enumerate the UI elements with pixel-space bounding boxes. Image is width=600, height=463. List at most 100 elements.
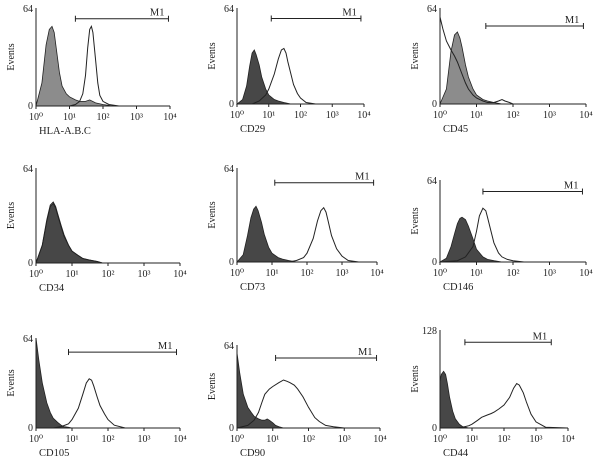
sample-histogram: [36, 25, 170, 107]
y-tick-label: 64: [224, 4, 234, 15]
histogram-panel: 0 64 Events 10⁰ 10¹ 10² 10³ 10⁴ CD146 M1: [410, 176, 593, 293]
gate-marker: M1: [464, 331, 552, 346]
x-tick-label: 10³: [130, 112, 143, 123]
x-tick-label: 10¹: [266, 434, 279, 445]
y-axis-label: Events: [207, 42, 218, 69]
x-tick-label: 10¹: [66, 434, 79, 445]
y-axis-label: Events: [207, 373, 218, 400]
x-tick-label: 10⁴: [173, 269, 187, 280]
x-tick-label: 10¹: [63, 112, 76, 123]
x-tick-label: 10⁴: [579, 110, 593, 121]
x-tick-label: 10⁴: [373, 434, 387, 445]
y-tick-label: 64: [23, 4, 33, 15]
gate-marker: M1: [485, 15, 584, 29]
y-tick-label: 0: [28, 101, 33, 112]
x-axis-label: CD73: [240, 282, 265, 293]
x-axis-label: CD29: [240, 124, 265, 135]
histogram-panel: 0 64 Events 10⁰ 10¹ 10² 10³ 10⁴ CD90 M1: [207, 341, 387, 459]
x-tick-label: 10³: [326, 110, 339, 121]
y-tick-label: 0: [432, 423, 437, 434]
y-axis-label: Events: [6, 202, 17, 229]
x-tick-label: 10²: [302, 434, 315, 445]
sample-histogram: [439, 207, 586, 263]
x-tick-label: 10²: [301, 268, 314, 279]
x-tick-label: 10¹: [466, 434, 479, 445]
gate-marker-label: M1: [533, 331, 548, 342]
x-tick-label: 10²: [507, 268, 520, 279]
y-tick-label: 128: [422, 326, 437, 337]
sample-histogram: [36, 378, 180, 429]
x-tick-label: 10⁴: [561, 434, 575, 445]
x-tick-label: 10⁰: [230, 110, 244, 121]
x-axis-label: HLA-A.B.C: [39, 126, 91, 137]
histogram-panel: 0 64 Events 10⁰ 10¹ 10² 10³ 10⁴ CD34: [6, 164, 187, 294]
control-histogram: [439, 31, 586, 105]
gate-marker: M1: [275, 347, 378, 361]
y-tick-label: 0: [229, 423, 234, 434]
x-tick-label: 10³: [336, 268, 349, 279]
gate-marker: M1: [74, 8, 169, 22]
histogram-panel: 0 64 Events 10⁰ 10¹ 10² 10³ 10⁴ HLA-A.B.C M1: [6, 4, 177, 137]
x-tick-label: 10⁰: [230, 434, 244, 445]
control-histogram: [235, 49, 364, 105]
y-tick-label: 0: [229, 99, 234, 110]
y-axis-label: Events: [6, 369, 17, 396]
histogram-panel: 0 64 Events 10⁰ 10¹ 10² 10³ 10⁴ CD105 M1: [6, 334, 187, 459]
control-histogram: [35, 25, 170, 107]
gate-marker-label: M1: [342, 8, 357, 19]
x-tick-label: 10²: [102, 269, 115, 280]
x-tick-label: 10²: [507, 110, 520, 121]
x-tick-label: 10¹: [470, 110, 483, 121]
x-tick-label: 10⁰: [433, 268, 447, 279]
x-tick-label: 10⁴: [163, 112, 177, 123]
y-tick-label: 0: [432, 99, 437, 110]
x-tick-label: 10³: [543, 110, 556, 121]
gate-marker-label: M1: [565, 15, 580, 26]
y-axis-label: Events: [410, 365, 421, 392]
y-axis-label: Events: [6, 43, 17, 70]
histogram-panel: 0 128 Events 10⁰ 10¹ 10² 10³ 10⁴ CD44 M1: [410, 326, 575, 459]
sample-histogram: [440, 382, 569, 429]
y-tick-label: 0: [28, 423, 33, 434]
histogram-panel: 0 64 Events 10⁰ 10¹ 10² 10³ 10⁴ CD29 M1: [207, 4, 371, 135]
y-axis-label: Events: [410, 207, 421, 234]
sample-histogram: [439, 16, 586, 105]
control-histogram: [438, 216, 586, 263]
x-tick-label: 10³: [530, 434, 543, 445]
gate-marker: M1: [482, 181, 583, 195]
x-tick-label: 10²: [102, 434, 115, 445]
control-histogram: [439, 370, 568, 429]
x-tick-label: 10³: [138, 269, 151, 280]
histogram-panel: 0 64 Events 10⁰ 10¹ 10² 10³ 10⁴ CD73 M1: [207, 164, 384, 293]
gate-marker-label: M1: [355, 172, 370, 183]
gate-marker: M1: [274, 172, 375, 186]
gate-marker-label: M1: [158, 341, 173, 352]
x-tick-label: 10⁴: [357, 110, 371, 121]
y-tick-label: 0: [229, 257, 234, 268]
x-axis-label: CD45: [443, 124, 468, 135]
x-axis-label: CD146: [443, 282, 473, 293]
x-tick-label: 10³: [338, 434, 351, 445]
y-axis-label: Events: [207, 201, 218, 228]
y-tick-label: 0: [28, 258, 33, 269]
gate-marker: M1: [270, 8, 362, 22]
x-tick-label: 10²: [97, 112, 110, 123]
x-tick-label: 10⁴: [173, 434, 187, 445]
x-axis-label: CD44: [443, 448, 469, 459]
x-tick-label: 10⁴: [579, 268, 593, 279]
gate-marker: M1: [68, 341, 178, 356]
control-histogram: [236, 352, 380, 429]
x-tick-label: 10⁰: [433, 110, 447, 121]
x-axis-label: CD105: [39, 448, 69, 459]
x-tick-label: 10¹: [66, 269, 79, 280]
sample-histogram: [35, 201, 180, 264]
x-tick-label: 10⁰: [433, 434, 447, 445]
x-tick-label: 10²: [294, 110, 307, 121]
x-tick-label: 10³: [543, 268, 556, 279]
x-tick-label: 10⁰: [29, 434, 43, 445]
y-tick-label: 64: [427, 4, 437, 15]
x-tick-label: 10⁰: [230, 268, 244, 279]
x-tick-label: 10⁰: [29, 269, 43, 280]
y-tick-label: 64: [427, 176, 437, 187]
